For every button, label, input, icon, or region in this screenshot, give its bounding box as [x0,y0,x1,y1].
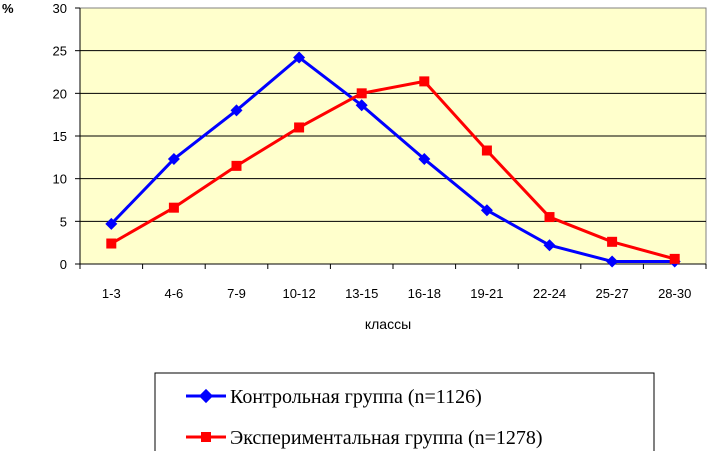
x-tick-label: 4-6 [165,286,184,301]
series-0-point [167,153,180,166]
x-tick-label: 25-27 [595,286,628,301]
legend-marker-experimental [201,432,211,442]
y-tick-label: 30 [53,1,67,16]
series-0-point [293,51,306,64]
x-tick-label: 1-3 [102,286,121,301]
series-0-point [480,204,493,217]
y-tick-label: 25 [53,44,67,59]
series-line-1 [110,79,676,261]
series-1-point [356,88,367,99]
series-0-point [230,104,243,117]
series-1-point [481,145,492,156]
legend-marker-control [198,388,214,404]
series-layer [105,51,681,268]
y-tick-label: 15 [53,129,67,144]
series-1-point [231,160,242,171]
legend-label-control: Контрольная группа (n=1126) [230,386,482,408]
y-tick-label: 10 [53,172,67,187]
y-tick-label: 20 [53,86,67,101]
x-tick-label: 16-18 [408,286,441,301]
y-axis-unit: % [2,1,14,16]
series-1-point [544,212,555,223]
x-tick-label: 7-9 [227,286,246,301]
series-0-point [543,239,556,252]
legend-label-experimental: Экспериментальная группа (n=1278) [230,427,543,449]
x-tick-label: 28-30 [658,286,691,301]
series-line-0 [110,55,675,263]
series-1-point [419,76,430,87]
series-1-point [607,236,618,247]
series-1-point [294,122,305,133]
axes: 0 5 10 15 20 25 30 1-3 4-6 7-9 10-12 13-15 16-18 19-2… [53,1,707,301]
x-tick-label: 13-15 [345,286,378,301]
series-0-point [418,153,431,166]
x-tick-label: 22-24 [533,286,566,301]
x-tick-label: 10-12 [282,286,315,301]
series-0-point [355,99,368,112]
y-tick-label: 0 [60,257,67,272]
y-tick-label: 5 [60,214,67,229]
gridlines [80,50,706,222]
series-1-point [168,202,179,213]
x-axis-title: классы [365,316,411,332]
series-0-point [606,255,619,268]
series-1-point [669,253,680,264]
x-tick-label: 19-21 [470,286,503,301]
legend: Контрольная группа (n=1126) Эксперимента… [154,372,655,451]
series-1-point [106,238,117,249]
series-0-point [105,217,118,230]
legend-box [154,372,655,451]
